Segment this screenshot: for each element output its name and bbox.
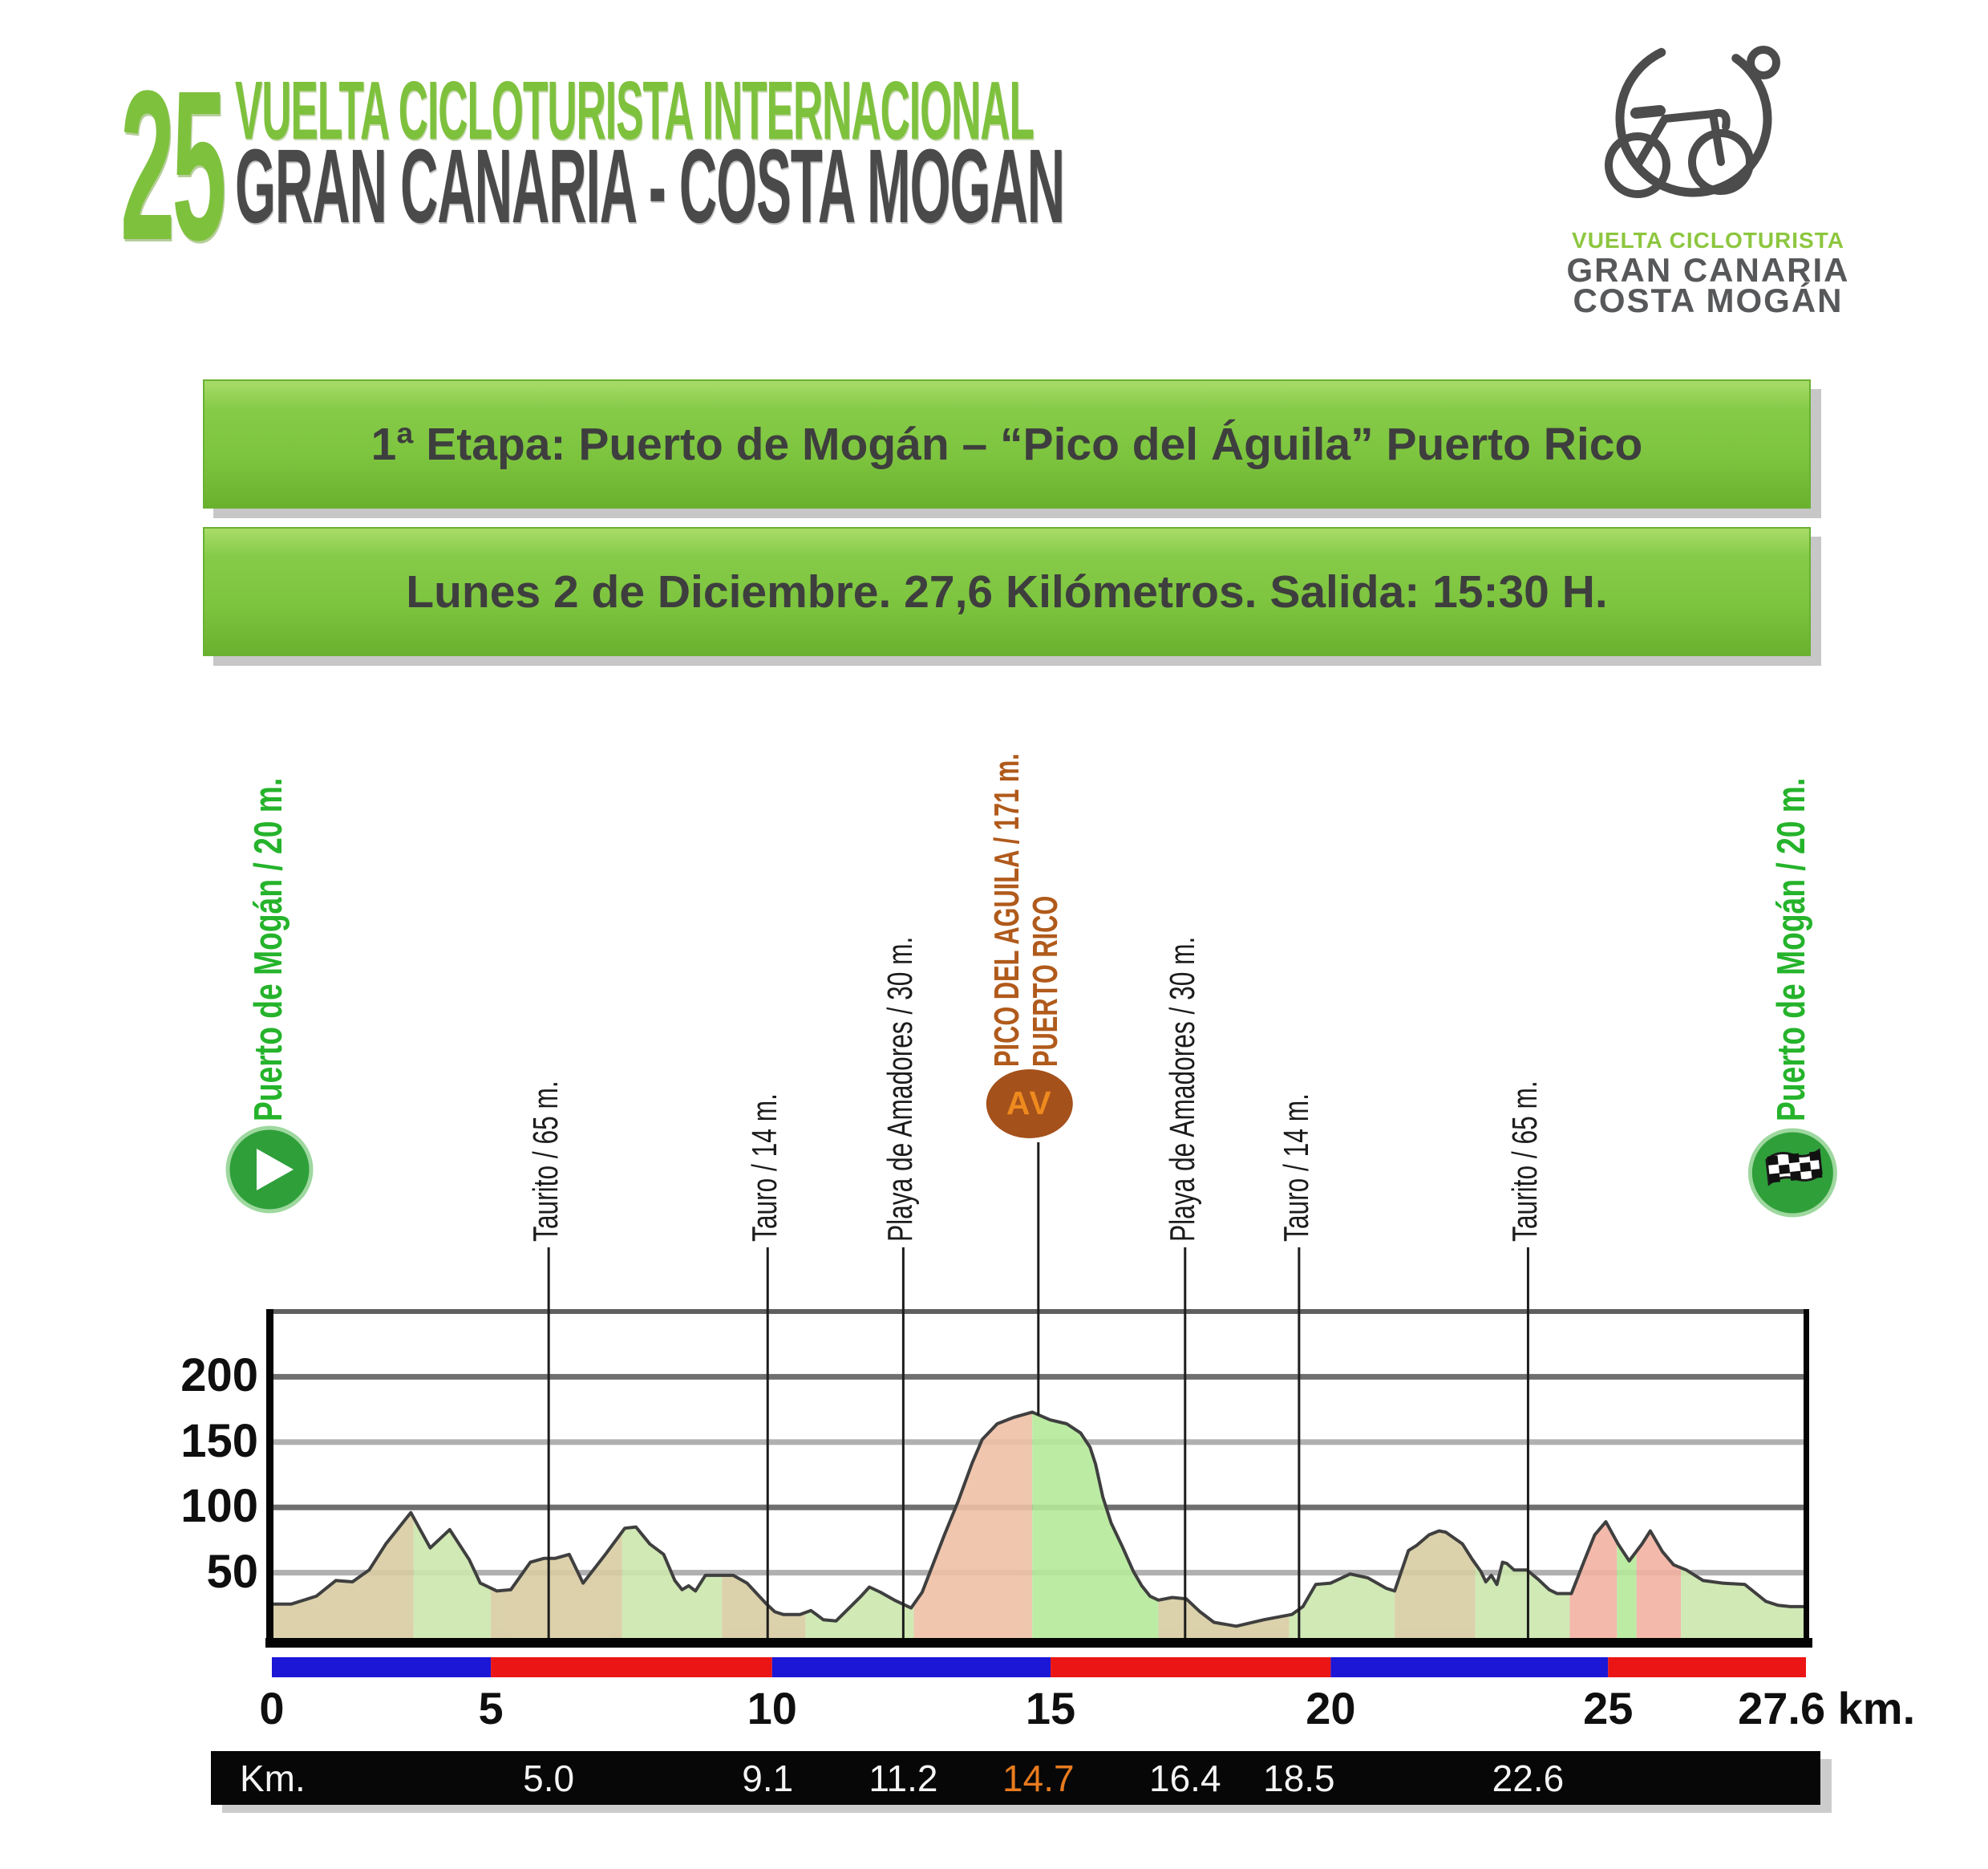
surface-segment-red xyxy=(1051,1657,1331,1677)
edition-number: 25 xyxy=(120,47,226,285)
race-title-line2: GRAN CANARIA - COSTA MOGAN xyxy=(235,127,1065,245)
km-table-value-11.2: 11.2 xyxy=(868,1757,938,1799)
marker-label-tauro-2: Tauro / 14 m. xyxy=(1276,1093,1316,1242)
x-axis-line xyxy=(265,1638,1812,1648)
fill-band xyxy=(722,1412,806,1638)
marker-label-amadores-1: Playa de Amadores / 30 m. xyxy=(881,936,921,1242)
logo-brand-line2: GRAN CANARIA xyxy=(1566,251,1850,289)
surface-segment-red xyxy=(491,1657,772,1677)
x-tick-10: 10 xyxy=(747,1683,797,1733)
y-tick-100: 100 xyxy=(180,1480,258,1533)
x-tick-20: 20 xyxy=(1306,1683,1356,1733)
stage-banner-text: 1ª Etapa: Puerto de Mogán – “Pico del Ág… xyxy=(370,418,1643,470)
fill-band xyxy=(913,1412,1033,1638)
km-table-value-14.7: 14.7 xyxy=(1002,1757,1075,1799)
marker-label2-pico: PUERTO RICO xyxy=(1025,895,1065,1067)
date-banner: Lunes 2 de Diciembre. 27,6 Kilómetros. S… xyxy=(203,527,1811,656)
fill-band xyxy=(805,1412,914,1638)
marker-label-finish: Puerto de Mogán / 20 m. xyxy=(1770,777,1814,1121)
km-table-bar: Km. 5.0 9.1 11.2 14.7 16.4 18.5 22.6 xyxy=(211,1751,1820,1805)
x-tick-15: 15 xyxy=(1025,1683,1076,1733)
bicycle-icon xyxy=(1605,40,1780,198)
x-tick-276km: 27.6 km. xyxy=(1738,1683,1916,1733)
logo-brand-line1: VUELTA CICLOTURISTA xyxy=(1572,228,1844,253)
x-tick-5: 5 xyxy=(478,1683,504,1733)
surface-segment-blue xyxy=(272,1657,492,1677)
surface-segment-blue xyxy=(1330,1657,1609,1677)
fill-band xyxy=(1636,1412,1682,1638)
fill-band xyxy=(1289,1412,1395,1638)
logo-brand-line3: COSTA MOGÁN xyxy=(1573,282,1844,319)
marker-label-pico: PICO DEL AGUILA / 171 m. xyxy=(986,753,1026,1067)
fill-band xyxy=(1158,1412,1290,1638)
av-ellipse xyxy=(986,1069,1073,1138)
surface-segment-blue xyxy=(771,1657,1051,1677)
start-play-icon xyxy=(225,1125,314,1214)
km-table-value-9.1: 9.1 xyxy=(742,1757,794,1799)
km-table-value-5.0: 5.0 xyxy=(523,1757,575,1799)
fill-band xyxy=(1395,1412,1476,1638)
race-title-line1: VUELTA CICLOTURISTA INTERNACIONAL xyxy=(235,64,1034,156)
fill-band xyxy=(622,1412,723,1638)
fill-band xyxy=(1569,1412,1618,1638)
km-table-value-18.5: 18.5 xyxy=(1263,1757,1335,1799)
fill-band xyxy=(413,1412,492,1638)
x-tick-0: 0 xyxy=(259,1683,285,1733)
marker-label-start: Puerto de Mogán / 20 m. xyxy=(247,777,290,1121)
km-table-value-22.6: 22.6 xyxy=(1492,1757,1565,1799)
finish-flag-icon xyxy=(1747,1128,1837,1218)
fill-band xyxy=(1681,1412,1806,1638)
fill-band xyxy=(272,1412,414,1638)
stage-banner: 1ª Etapa: Puerto de Mogán – “Pico del Ág… xyxy=(203,379,1811,509)
date-banner-text: Lunes 2 de Diciembre. 27,6 Kilómetros. S… xyxy=(406,566,1608,618)
fill-band xyxy=(1617,1412,1637,1638)
marker-label-taurito-2: Taurito / 65 m. xyxy=(1505,1080,1545,1242)
race-logo: VUELTA CICLOTURISTA GRAN CANARIA COSTA M… xyxy=(1548,14,1869,319)
marker-label-tauro-1: Tauro / 14 m. xyxy=(745,1093,785,1242)
km-table-value-16.4: 16.4 xyxy=(1149,1757,1221,1799)
x-tick-25: 25 xyxy=(1583,1683,1634,1733)
surface-segment-red xyxy=(1608,1657,1806,1677)
y-tick-200: 200 xyxy=(180,1349,258,1402)
fill-band xyxy=(491,1412,622,1638)
fill-band xyxy=(1032,1412,1159,1638)
plot-right-border xyxy=(1804,1309,1809,1648)
av-badge-label: AV xyxy=(1006,1085,1053,1121)
profile-outline xyxy=(272,1410,1806,1628)
y-axis-line xyxy=(266,1309,273,1648)
y-tick-50: 50 xyxy=(206,1545,258,1598)
marker-label-amadores-2: Playa de Amadores / 30 m. xyxy=(1162,936,1202,1242)
km-table-caption: Km. xyxy=(240,1757,306,1799)
y-tick-150: 150 xyxy=(180,1414,258,1467)
marker-label-taurito-1: Taurito / 65 m. xyxy=(526,1080,566,1242)
